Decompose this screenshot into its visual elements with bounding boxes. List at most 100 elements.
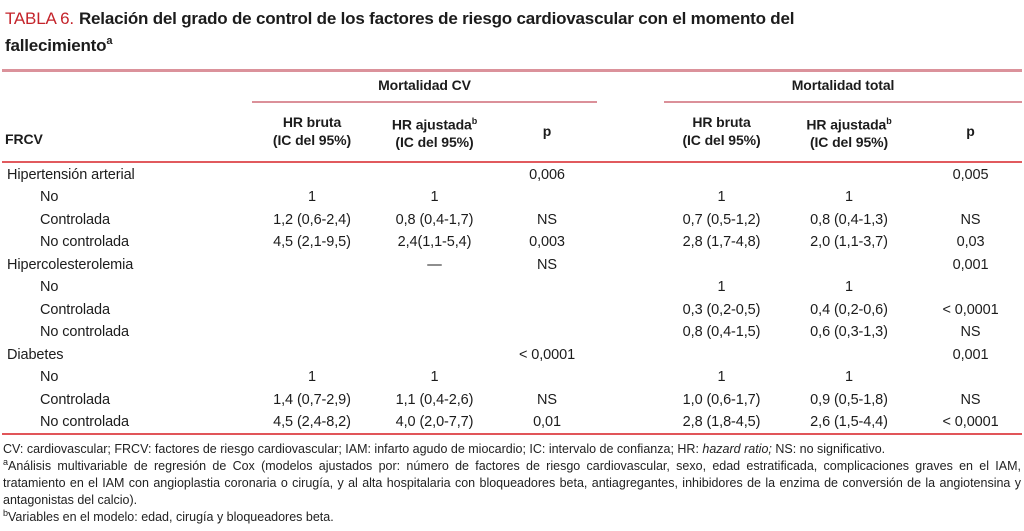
spacer-cell bbox=[597, 253, 664, 276]
cell: 2,8 (1,8-4,5) bbox=[664, 410, 780, 436]
row-label: Hipercolesterolemia bbox=[7, 256, 134, 273]
cell bbox=[664, 253, 779, 276]
cell: 0,8 (0,4-1,7) bbox=[395, 211, 474, 228]
header-hr-ajustada-total: HR ajustadab (IC del 95%) bbox=[779, 101, 920, 164]
cell: 0,005 bbox=[952, 166, 989, 183]
table-row: Hipertensión arterial 0,006 0,005 bbox=[2, 162, 1022, 186]
cell: 0,003 bbox=[529, 234, 565, 251]
cell bbox=[372, 321, 497, 344]
spacer-cell bbox=[597, 366, 664, 389]
row-label: Diabetes bbox=[7, 346, 64, 363]
header-line1: HR bruta bbox=[692, 114, 751, 131]
table-row: Controlada 1,2 (0,6-2,4) 0,8 (0,4-1,7) NS 0,… bbox=[2, 208, 1022, 231]
cell bbox=[252, 253, 372, 276]
spacer-cell bbox=[597, 208, 664, 231]
cell bbox=[372, 276, 497, 299]
cell: 2,4(1,1-5,4) bbox=[397, 234, 472, 251]
row-label: Controlada bbox=[40, 211, 110, 228]
cell: NS bbox=[960, 211, 981, 228]
spacer-cell bbox=[597, 410, 665, 436]
spacer-cell bbox=[597, 276, 664, 299]
cell: 0,7 (0,5-1,2) bbox=[682, 211, 761, 228]
row-label: No bbox=[40, 369, 59, 386]
table-row: No controlada 4,5 (2,1-9,5) 2,4(1,1-5,4) 0,… bbox=[2, 231, 1022, 254]
header-p-cv: p bbox=[497, 101, 598, 164]
cell bbox=[497, 276, 597, 299]
header-hr-bruta-cv: HR bruta (IC del 95%) bbox=[252, 101, 372, 164]
header-hr-bruta-total: HR bruta (IC del 95%) bbox=[664, 101, 780, 164]
spacer-cell bbox=[597, 321, 664, 344]
table-row: Hipercolesterolemia — NS 0,001 bbox=[2, 253, 1022, 276]
abbreviations-text: CV: cardiovascular; FRCV: factores de ri… bbox=[3, 442, 703, 457]
spacer-cell bbox=[597, 231, 664, 254]
header-hr-ajustada-cv: HR ajustadab (IC del 95%) bbox=[372, 101, 497, 164]
cell bbox=[497, 366, 597, 389]
abbreviations-text-end: NS: no significativo. bbox=[771, 442, 886, 457]
cell: < 0,0001 bbox=[518, 346, 576, 363]
cell bbox=[497, 321, 597, 344]
cell: 4,0 (2,0-7,7) bbox=[372, 410, 497, 436]
header-line2: (IC del 95%) bbox=[809, 134, 889, 151]
cell: 1 bbox=[845, 279, 853, 296]
group-header-row: FRCV Mortalidad CV Mortalidad total bbox=[2, 70, 1023, 164]
risk-factor-control-table: FRCV Mortalidad CV Mortalidad total HR b… bbox=[2, 68, 1023, 436]
hazard-ratio-italic: hazard ratio; bbox=[702, 442, 772, 457]
cell: 1,4 (0,7-2,9) bbox=[273, 391, 351, 408]
cell bbox=[919, 366, 1022, 389]
cell: NS bbox=[537, 211, 557, 228]
cell bbox=[372, 343, 497, 366]
footnote-b-marker: b bbox=[3, 508, 9, 519]
cell: 0,03 bbox=[956, 234, 985, 251]
spacer-cell bbox=[597, 388, 664, 411]
cell: 1 bbox=[845, 369, 853, 386]
frcv-column-header: FRCV bbox=[2, 70, 252, 164]
cell bbox=[372, 162, 497, 186]
footnote-a-text: Análisis multivariable de regresión de C… bbox=[3, 459, 1021, 508]
cell: 2,0 (1,1-3,7) bbox=[810, 234, 888, 251]
cell bbox=[779, 343, 919, 366]
footnote-marker-b: b bbox=[471, 115, 478, 126]
group-header-mortalidad-cv: Mortalidad CV bbox=[252, 70, 598, 103]
footnote-a-marker: a bbox=[3, 457, 9, 468]
cell: 2,6 (1,5-4,4) bbox=[779, 410, 920, 436]
table-row: Diabetes < 0,0001 0,001 bbox=[2, 343, 1022, 366]
cell: 0,4 (0,2-0,6) bbox=[810, 301, 888, 318]
table-header: FRCV Mortalidad CV Mortalidad total HR b… bbox=[2, 70, 1023, 164]
cell bbox=[252, 276, 372, 299]
cell: 1,2 (0,6-2,4) bbox=[273, 211, 351, 228]
abbreviations-note: CV: cardiovascular; FRCV: factores de ri… bbox=[3, 441, 1021, 458]
header-line2: (IC del 95%) bbox=[682, 132, 761, 149]
footnotes: CV: cardiovascular; FRCV: factores de ri… bbox=[3, 441, 1021, 526]
cell bbox=[779, 162, 919, 186]
cell: 1 bbox=[717, 189, 726, 206]
cell: 1,1 (0,4-2,6) bbox=[395, 391, 474, 408]
cell: 1,0 (0,6-1,7) bbox=[682, 391, 761, 408]
row-label: Hipertensión arterial bbox=[7, 166, 135, 183]
cell: 1 bbox=[430, 369, 439, 386]
cell: 1 bbox=[717, 279, 726, 296]
footnote-b: bVariables en el modelo: edad, cirugía y… bbox=[3, 509, 1021, 526]
cell: 0,001 bbox=[952, 256, 989, 273]
row-label: No controlada bbox=[2, 410, 252, 436]
cell bbox=[664, 162, 779, 186]
column-header-row: HR bruta (IC del 95%) HR ajustadab (IC del… bbox=[2, 101, 1023, 164]
cell: 0,8 (0,4-1,5) bbox=[682, 324, 761, 341]
row-label: Controlada bbox=[40, 391, 110, 408]
footnote-a: aAnálisis multivariable de regresión de … bbox=[3, 458, 1021, 509]
cell bbox=[497, 298, 597, 321]
cell bbox=[252, 162, 372, 186]
cell bbox=[252, 343, 372, 366]
header-line1: HR ajustada bbox=[391, 116, 472, 133]
cell: 4,5 (2,4-8,2) bbox=[252, 410, 372, 436]
table-title-footnote-marker: a bbox=[106, 35, 113, 47]
cell bbox=[252, 321, 372, 344]
column-gap-spacer bbox=[597, 70, 665, 164]
header-line1: HR bruta bbox=[282, 114, 342, 131]
row-label: Controlada bbox=[40, 301, 110, 318]
header-line1: HR ajustada bbox=[806, 116, 887, 133]
spacer-cell bbox=[597, 343, 664, 366]
cell: 2,8 (1,7-4,8) bbox=[682, 234, 761, 251]
cell: 0,6 (0,3-1,3) bbox=[810, 324, 888, 341]
cell: 1 bbox=[430, 189, 439, 206]
